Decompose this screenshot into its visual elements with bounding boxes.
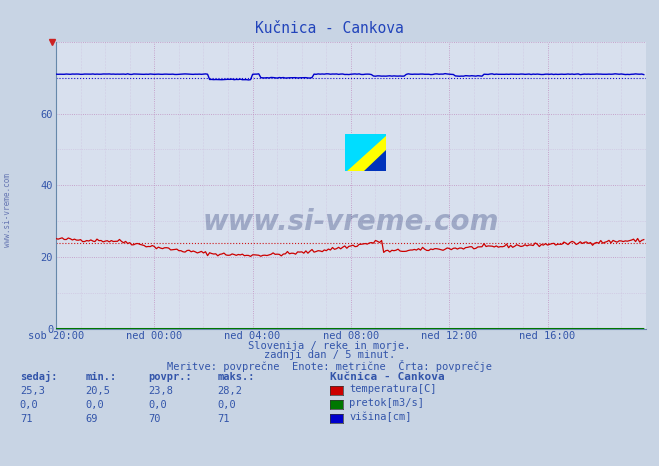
Text: 70: 70 xyxy=(148,414,161,424)
Text: Kučnica - Cankova: Kučnica - Cankova xyxy=(330,372,444,382)
Text: Kučnica - Cankova: Kučnica - Cankova xyxy=(255,21,404,36)
Text: 25,3: 25,3 xyxy=(20,386,45,396)
Text: 69: 69 xyxy=(86,414,98,424)
Text: 71: 71 xyxy=(217,414,230,424)
Text: 20,5: 20,5 xyxy=(86,386,111,396)
Text: pretok[m3/s]: pretok[m3/s] xyxy=(349,398,424,408)
Text: povpr.:: povpr.: xyxy=(148,372,192,382)
Text: Meritve: povprečne  Enote: metrične  Črta: povprečje: Meritve: povprečne Enote: metrične Črta:… xyxy=(167,360,492,372)
Text: sedaj:: sedaj: xyxy=(20,371,57,382)
Text: 23,8: 23,8 xyxy=(148,386,173,396)
Text: 71: 71 xyxy=(20,414,32,424)
Text: min.:: min.: xyxy=(86,372,117,382)
Text: Slovenija / reke in morje.: Slovenija / reke in morje. xyxy=(248,341,411,351)
Text: zadnji dan / 5 minut.: zadnji dan / 5 minut. xyxy=(264,350,395,360)
Polygon shape xyxy=(345,134,386,171)
Text: www.si-vreme.com: www.si-vreme.com xyxy=(3,173,13,247)
Text: 0,0: 0,0 xyxy=(217,400,236,410)
Polygon shape xyxy=(364,151,386,171)
Text: 0,0: 0,0 xyxy=(86,400,104,410)
Text: višina[cm]: višina[cm] xyxy=(349,411,412,422)
Text: maks.:: maks.: xyxy=(217,372,255,382)
Text: www.si-vreme.com: www.si-vreme.com xyxy=(203,208,499,236)
Text: 28,2: 28,2 xyxy=(217,386,243,396)
Text: 0,0: 0,0 xyxy=(148,400,167,410)
Text: temperatura[C]: temperatura[C] xyxy=(349,384,437,394)
Polygon shape xyxy=(345,134,386,171)
Text: 0,0: 0,0 xyxy=(20,400,38,410)
